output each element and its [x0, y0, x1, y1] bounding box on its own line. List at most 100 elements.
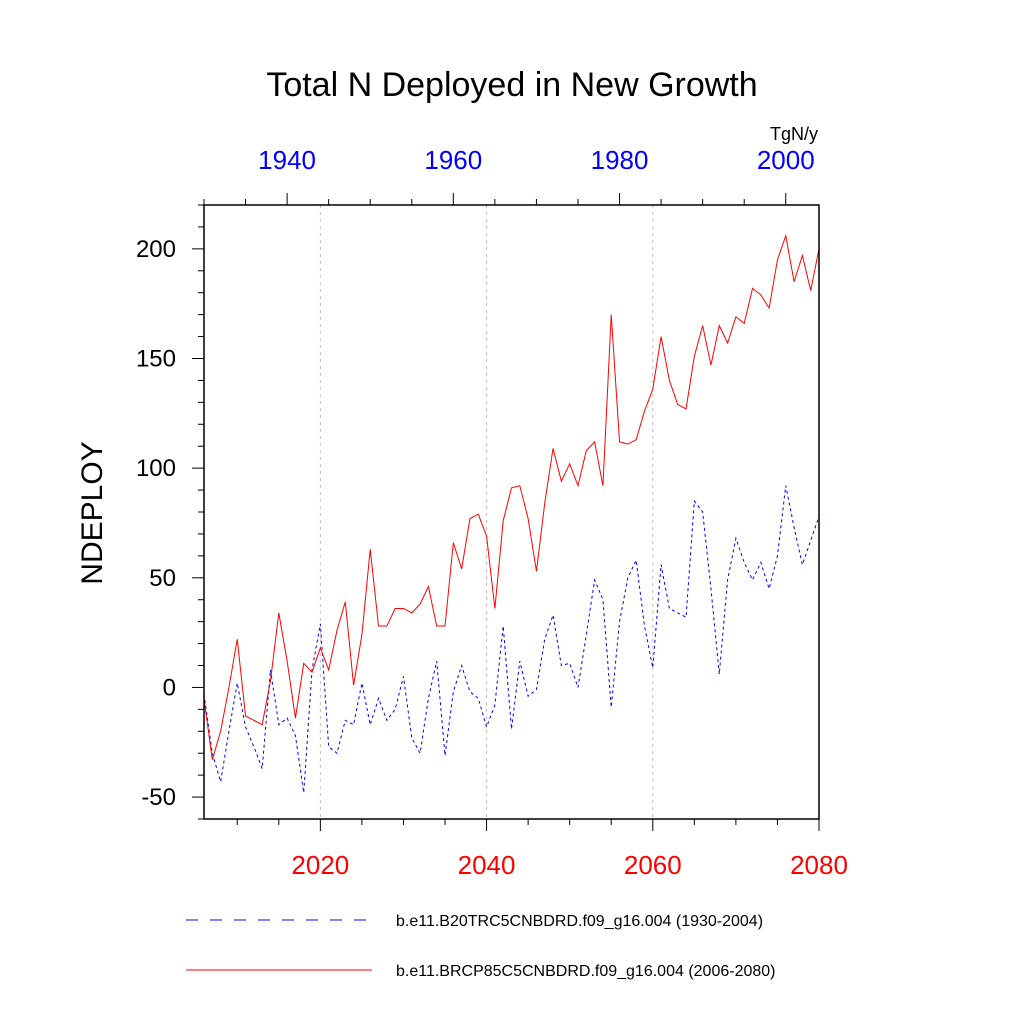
- data-point-series-0: [709, 587, 712, 590]
- data-point-series-1: [427, 585, 430, 588]
- data-point-series-0: [286, 717, 289, 720]
- data-point-series-1: [651, 388, 654, 391]
- series-group: [203, 233, 820, 794]
- data-point-series-0: [219, 780, 222, 783]
- data-point-series-0: [801, 563, 804, 566]
- data-point-series-0: [743, 561, 746, 564]
- data-point-series-0: [734, 537, 737, 540]
- data-point-series-1: [286, 660, 289, 663]
- y-axis: -50 0 50 100 150 200: [136, 204, 204, 820]
- data-point-series-1: [269, 679, 272, 682]
- data-point-series-0: [236, 682, 239, 685]
- data-point-series-0: [410, 736, 413, 739]
- data-point-series-0: [518, 660, 521, 663]
- data-point-series-0: [510, 728, 513, 731]
- data-point-series-0: [593, 578, 596, 581]
- data-point-series-0: [277, 723, 280, 726]
- data-point-series-0: [302, 791, 305, 794]
- x-bottom-tick-label: 2020: [291, 850, 349, 880]
- data-point-series-1: [743, 322, 746, 325]
- legend: b.e11.B20TRC5CNBDRD.f09_g16.004 (1930-20…: [186, 913, 775, 980]
- data-point-series-1: [394, 607, 397, 610]
- data-point-series-0: [793, 526, 796, 529]
- data-point-series-0: [693, 500, 696, 503]
- data-point-series-0: [227, 730, 230, 733]
- data-point-series-1: [793, 280, 796, 283]
- data-point-series-0: [776, 554, 779, 557]
- data-point-series-1: [352, 684, 355, 687]
- x-top-tick-label: 1980: [591, 145, 649, 175]
- data-point-series-1: [668, 379, 671, 382]
- data-point-series-1: [535, 570, 538, 573]
- data-point-series-1: [518, 484, 521, 487]
- data-point-series-0: [385, 719, 388, 722]
- data-point-series-1: [319, 646, 322, 649]
- data-point-series-0: [568, 662, 571, 665]
- data-point-series-0: [352, 723, 355, 726]
- data-point-series-1: [726, 342, 729, 345]
- y-tick-label: 100: [136, 455, 176, 482]
- data-point-series-0: [394, 708, 397, 711]
- data-point-series-1: [618, 440, 621, 443]
- data-point-series-0: [477, 697, 480, 700]
- data-point-series-0: [576, 686, 579, 689]
- data-point-series-0: [535, 688, 538, 691]
- data-point-series-1: [552, 447, 555, 450]
- data-point-series-0: [726, 578, 729, 581]
- x-axis-bottom: 2020 2040 2060 2080: [236, 819, 848, 880]
- data-point-series-1: [776, 258, 779, 261]
- data-point-series-0: [751, 578, 754, 581]
- data-point-series-1: [219, 730, 222, 733]
- data-point-series-0: [327, 745, 330, 748]
- data-point-series-1: [419, 603, 422, 606]
- data-point-series-0: [360, 682, 363, 685]
- data-point-series-0: [369, 723, 372, 726]
- data-point-series-1: [460, 568, 463, 571]
- data-point-series-1: [369, 548, 372, 551]
- x-bottom-tick-label: 2040: [458, 850, 516, 880]
- data-point-series-1: [560, 480, 563, 483]
- data-point-series-1: [477, 513, 480, 516]
- data-point-series-0: [377, 697, 380, 700]
- data-point-series-1: [576, 484, 579, 487]
- data-point-series-1: [360, 633, 363, 636]
- data-point-series-0: [685, 616, 688, 619]
- legend-label-future: b.e11.BRCP85C5CNBDRD.f09_g16.004 (2006-2…: [396, 963, 775, 980]
- data-point-series-1: [751, 287, 754, 290]
- x-axis-top: 1940 1960 1980 2000: [203, 145, 815, 205]
- data-point-series-1: [601, 484, 604, 487]
- data-point-series-1: [626, 443, 629, 446]
- data-point-series-0: [402, 675, 405, 678]
- data-point-series-1: [244, 714, 247, 717]
- gridlines: [319, 205, 654, 819]
- x-top-tick-label: 1960: [424, 145, 482, 175]
- data-point-series-1: [252, 719, 255, 722]
- x-bottom-tick-label: 2080: [790, 850, 848, 880]
- data-point-series-1: [660, 335, 663, 338]
- data-point-series-1: [784, 234, 787, 237]
- data-point-series-1: [410, 611, 413, 614]
- data-point-series-1: [635, 438, 638, 441]
- units-label: TgN/y: [770, 124, 818, 144]
- y-tick-label: -50: [141, 784, 176, 811]
- data-point-series-0: [809, 539, 812, 542]
- data-point-series-1: [701, 324, 704, 327]
- x-bottom-tick-label: 2060: [624, 850, 682, 880]
- data-point-series-1: [485, 535, 488, 538]
- data-point-series-1: [452, 541, 455, 544]
- data-point-series-0: [543, 638, 546, 641]
- data-point-series-0: [651, 666, 654, 669]
- chart-title: Total N Deployed in New Growth: [266, 66, 757, 104]
- data-point-series-0: [468, 690, 471, 693]
- data-point-series-1: [593, 440, 596, 443]
- x-top-tick-label: 1940: [258, 145, 316, 175]
- data-point-series-1: [685, 407, 688, 410]
- data-point-series-0: [668, 607, 671, 610]
- data-point-series-1: [236, 638, 239, 641]
- data-point-series-1: [585, 449, 588, 452]
- data-point-series-0: [485, 725, 488, 728]
- data-point-series-0: [261, 767, 264, 770]
- y-tick-label: 0: [163, 674, 176, 701]
- data-point-series-0: [344, 719, 347, 722]
